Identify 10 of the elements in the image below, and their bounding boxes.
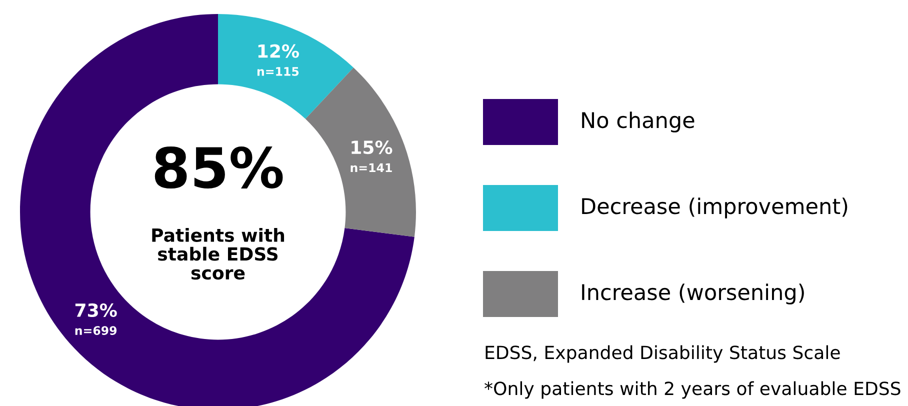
text: EDSS, Expanded Disability Status Scale	[486, 345, 840, 363]
data-label: 12% n=115	[257, 44, 299, 76]
text: Patients with stable EDSS score	[152, 228, 284, 280]
text: 85%	[154, 146, 283, 189]
legend-label: Decrease (improvement)	[582, 198, 848, 218]
data-label: 73% n=699	[75, 303, 117, 336]
legend-label: No change	[582, 112, 694, 132]
data-label: 15% n=141	[350, 140, 392, 172]
legend-label: Increase (worsening)	[582, 284, 804, 304]
text: *Only patients with 2 years of evaluable EDSS	[484, 381, 900, 399]
